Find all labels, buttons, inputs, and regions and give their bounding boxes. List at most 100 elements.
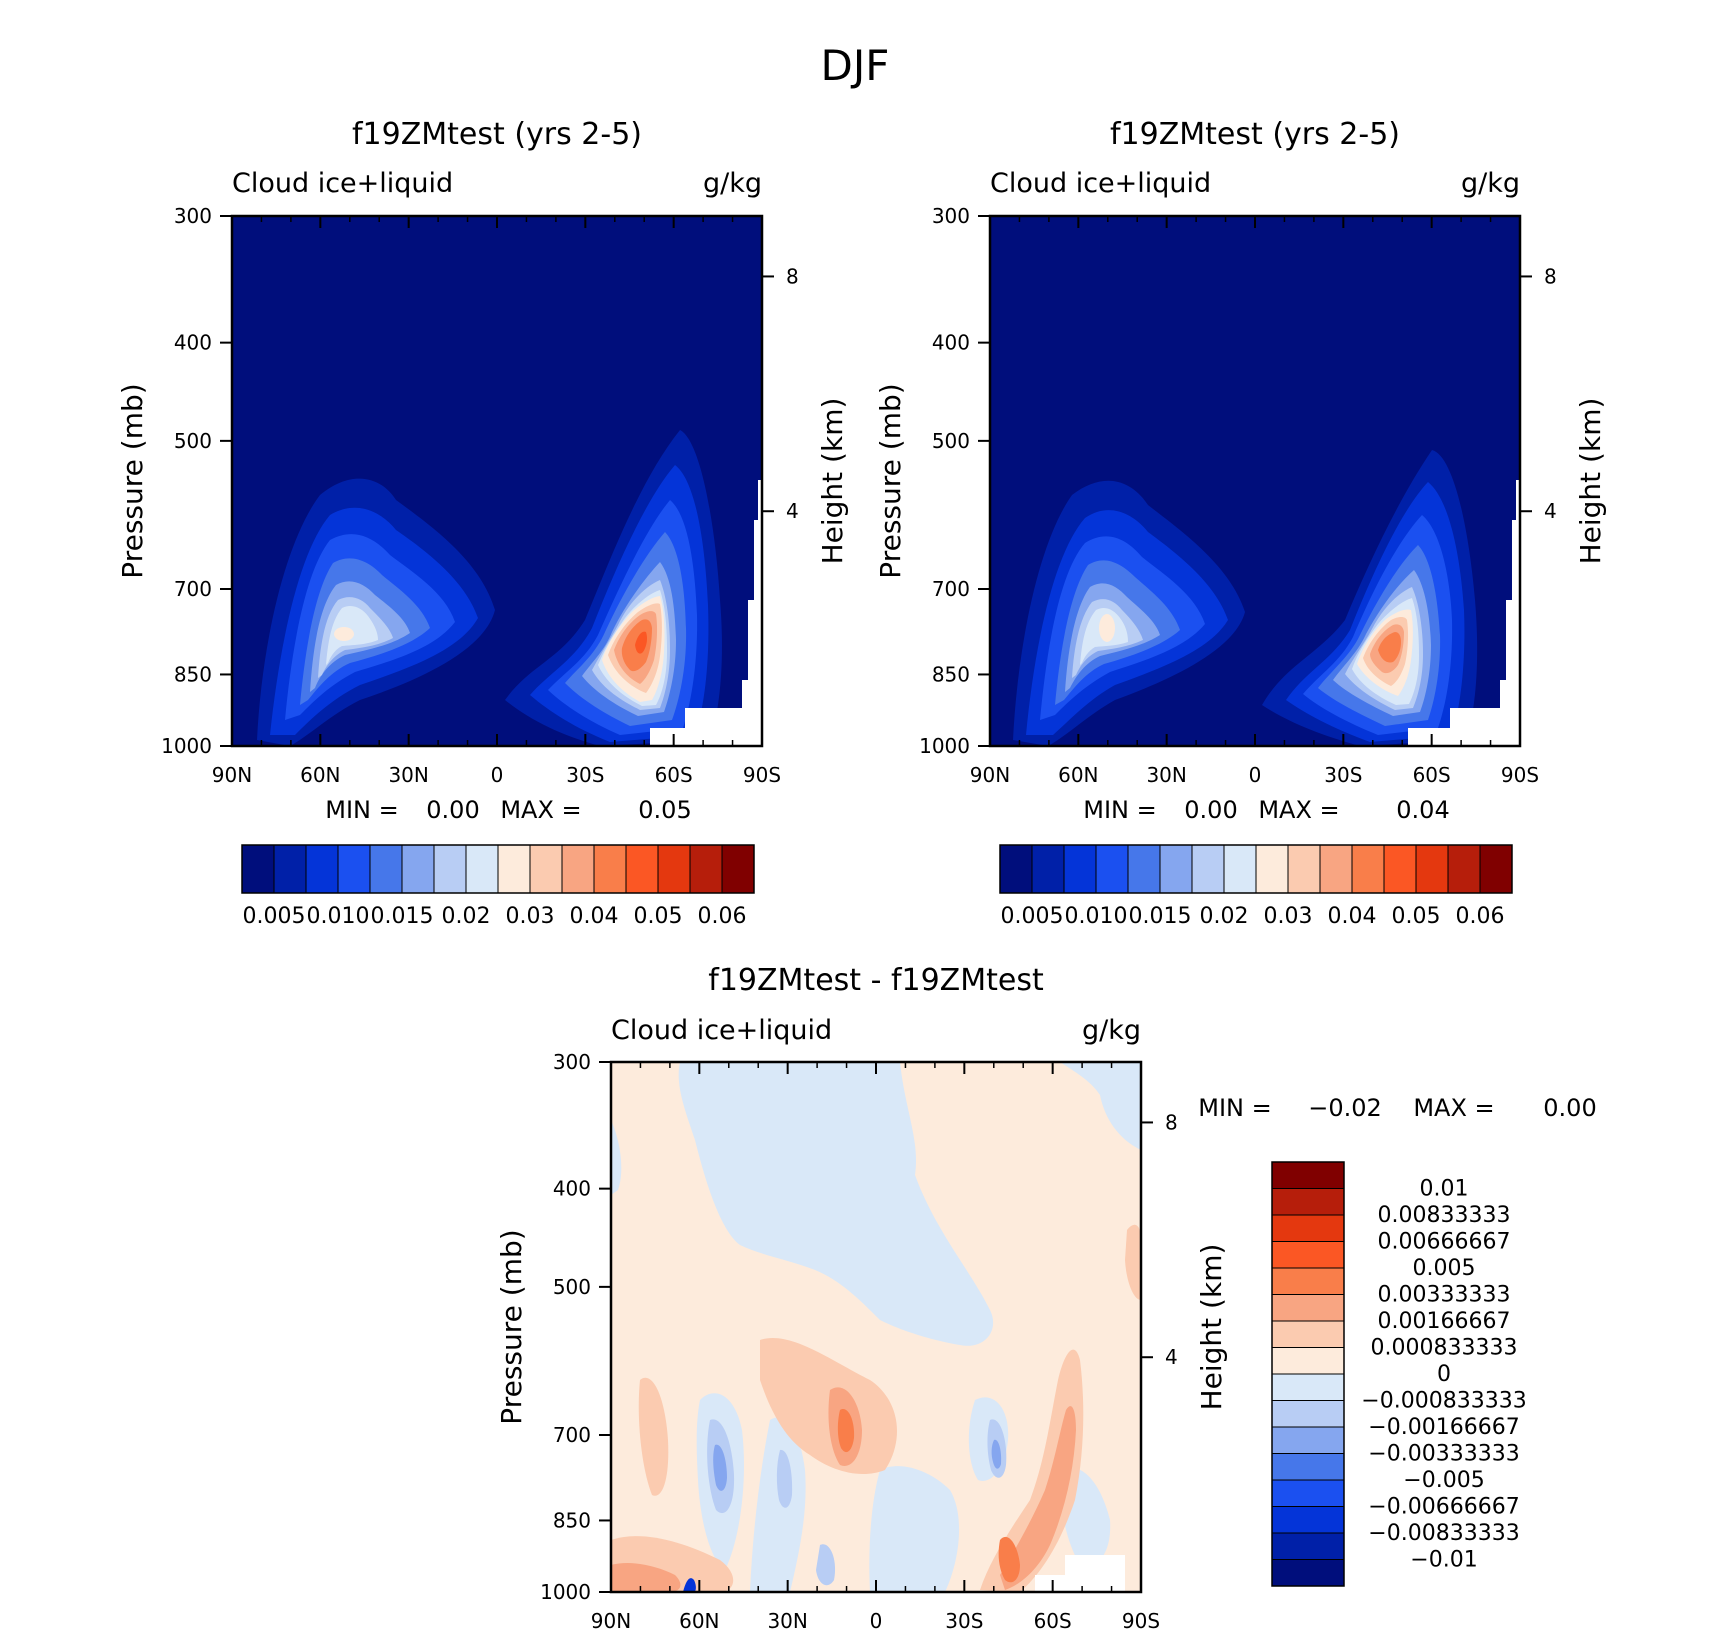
y-right-axis-title: Height (km) [1195, 1244, 1228, 1411]
colorbar-label: 0.06 [698, 904, 747, 929]
contour-fill [837, 1409, 855, 1453]
colorbar-swatch [1271, 1320, 1345, 1348]
contour-fill [611, 1563, 681, 1592]
y-tick-label: 300 [174, 204, 212, 228]
colorbar-swatch [1479, 844, 1513, 894]
colorbar-label: −0.00666667 [1368, 1495, 1519, 1520]
colorbar-swatch [625, 844, 659, 894]
colorbar-label: −0.005 [1403, 1468, 1484, 1493]
contour-fill [635, 631, 647, 654]
x-tick-label: 90S [1501, 763, 1539, 787]
colorbar-swatch [1271, 1479, 1345, 1507]
colorbar-label: −0.00166667 [1368, 1415, 1519, 1440]
contour-fill [760, 1338, 897, 1475]
colorbar-label: 0.00833333 [1378, 1203, 1511, 1228]
colorbar-swatch [1351, 844, 1385, 894]
y-axis-title: Pressure (mb) [495, 1229, 528, 1424]
panel-title: f19ZMtest (yrs 2-5) [1110, 117, 1400, 152]
colorbar-swatch [1271, 1294, 1345, 1322]
min-value: 0.00 [1184, 796, 1237, 824]
min-value: 0.00 [426, 796, 479, 824]
colorbar-swatch [433, 844, 467, 894]
contour-fill [816, 1544, 836, 1586]
x-tick-label: 60N [1058, 763, 1098, 787]
panel-title: f19ZMtest (yrs 2-5) [352, 117, 642, 152]
colorbar-label: 0.03 [1264, 904, 1313, 929]
colorbar-label: 0.005 [1413, 1256, 1476, 1281]
colorbar-swatch [1159, 844, 1193, 894]
x-tick-label: 60S [1034, 1609, 1072, 1633]
colorbar-frame [241, 844, 755, 894]
contour-fill [678, 1062, 994, 1346]
colorbar-swatch [1383, 844, 1417, 894]
max-label: MAX = [1413, 1094, 1494, 1122]
min-label: MIN = [1083, 796, 1156, 824]
units-label: g/kg [1461, 168, 1520, 199]
colorbar-swatch [1271, 1241, 1345, 1269]
colorbar-swatch [1271, 1161, 1345, 1189]
colorbar: 0.005 0.010 0.015 0.02 0.03 0.04 0.05 0.06 [999, 844, 1513, 929]
colorbar-swatch [1271, 1267, 1345, 1295]
colorbar-swatch [1415, 844, 1449, 894]
x-tick-label: 0 [491, 763, 504, 787]
colorbar-label: 0.015 [371, 904, 434, 929]
y-right-axis-title: Height (km) [1574, 398, 1607, 565]
contour-field [990, 216, 1520, 746]
min-label: MIN = [1198, 1094, 1271, 1122]
y-tick-label: 700 [174, 577, 212, 601]
colorbar-swatch [1271, 1426, 1345, 1454]
panel-control-climatology: f19ZMtest (yrs 2-5) Cloud ice+liquid g/k… [116, 117, 849, 929]
colorbar-swatch [369, 844, 403, 894]
y-tick-label: 300 [553, 1050, 591, 1074]
colorbar-swatch [1271, 1506, 1345, 1534]
colorbar-label: −0.000833333 [1361, 1389, 1526, 1414]
y-right-tick-label: 4 [1165, 1345, 1178, 1369]
y-right-tick-label: 4 [786, 499, 799, 523]
x-tick-label: 60N [300, 763, 340, 787]
colorbar-label: 0.02 [442, 904, 491, 929]
colorbar-swatch [497, 844, 531, 894]
panel-test-climatology: f19ZMtest (yrs 2-5) Cloud ice+liquid g/k… [874, 117, 1607, 929]
panel-difference: f19ZMtest - f19ZMtest Cloud ice+liquid g… [495, 963, 1597, 1633]
colorbar-swatch [1271, 1188, 1345, 1216]
x-tick-label: 90S [743, 763, 781, 787]
colorbar-swatch [273, 844, 307, 894]
colorbar-label: 0.06 [1456, 904, 1505, 929]
colorbar-swatch [337, 844, 371, 894]
colorbar-swatch [401, 844, 435, 894]
colorbar-swatch [305, 844, 339, 894]
y-right-tick-label: 8 [786, 264, 799, 288]
x-tick-label: 30S [945, 1609, 983, 1633]
colorbar-label: 0.005 [1001, 904, 1064, 929]
colorbar-swatch [1319, 844, 1353, 894]
colorbar-label: 0.04 [1328, 904, 1377, 929]
y-tick-label: 700 [553, 1423, 591, 1447]
contour-fill [1099, 614, 1115, 642]
colorbar-swatch [1095, 844, 1129, 894]
colorbar-label: 0.005 [243, 904, 306, 929]
colorbar: 0.005 0.010 0.015 0.02 0.03 0.04 0.05 0.06 [241, 844, 755, 929]
colorbar-label: 0.05 [634, 904, 683, 929]
y-tick-label: 700 [932, 577, 970, 601]
colorbar-swatch [1447, 844, 1481, 894]
terrain-mask [1500, 480, 1520, 746]
figure-title: DJF [821, 41, 890, 90]
x-tick-label: 30S [566, 763, 604, 787]
colorbar-label: 0.00333333 [1378, 1283, 1511, 1308]
terrain-mask [742, 480, 762, 746]
x-tick-label: 0 [870, 1609, 883, 1633]
contour-fill [638, 1377, 669, 1496]
colorbar-label: 0.000833333 [1371, 1336, 1518, 1361]
max-value: 0.00 [1543, 1094, 1596, 1122]
y-tick-label: 1000 [161, 734, 212, 758]
contour-fill [683, 1578, 696, 1592]
colorbar-frame [999, 844, 1513, 894]
y-tick-label: 500 [553, 1275, 591, 1299]
colorbar-label: 0.03 [506, 904, 555, 929]
colorbar-swatch [1031, 844, 1065, 894]
y-tick-label: 850 [174, 662, 212, 686]
x-tick-label: 30S [1324, 763, 1362, 787]
colorbar-swatch [1271, 1373, 1345, 1401]
colorbar-swatch [1255, 844, 1289, 894]
x-tick-label: 30N [1146, 763, 1186, 787]
